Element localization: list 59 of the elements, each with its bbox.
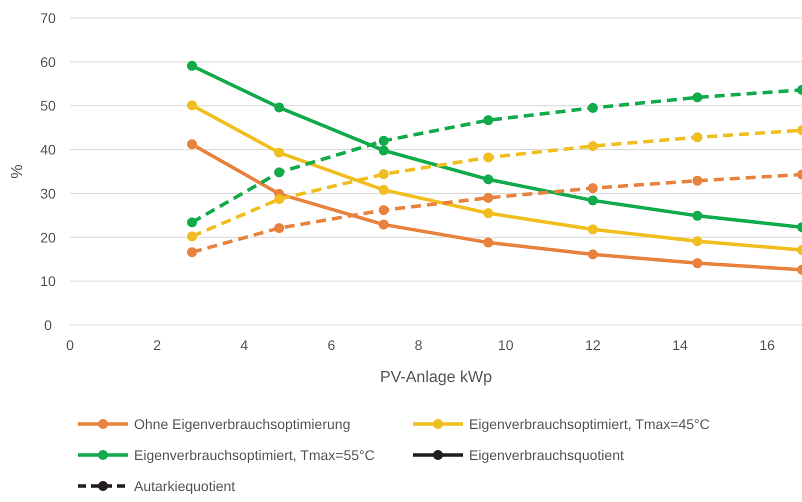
x-tick-label: 12 <box>585 337 601 353</box>
point <box>378 145 389 156</box>
legend-label: Eigenverbrauchsoptimiert, Tmax=45°C <box>469 416 710 432</box>
x-tick-label: 2 <box>153 337 162 353</box>
point <box>483 115 494 126</box>
point <box>692 210 702 221</box>
y-tick-label: 60 <box>40 54 56 70</box>
x-tick-label: 4 <box>240 337 248 353</box>
point <box>692 236 702 246</box>
x-tick-label: 14 <box>672 337 688 353</box>
y-axis-title: % <box>9 164 26 179</box>
point <box>187 100 197 110</box>
legend-label: Autarkiequotient <box>134 478 236 494</box>
point <box>187 231 197 242</box>
point <box>692 132 702 142</box>
y-tick-label: 40 <box>40 142 56 158</box>
legend-label: Ohne Eigenverbrauchsoptimierung <box>134 416 350 432</box>
x-tick-label: 0 <box>66 337 74 353</box>
y-tick-label: 50 <box>40 98 56 114</box>
point <box>588 141 598 152</box>
point <box>378 184 389 195</box>
point <box>588 249 598 260</box>
point <box>588 224 598 234</box>
point <box>588 183 598 194</box>
y-tick-label: 30 <box>40 185 56 202</box>
x-axis-title: PV-Anlage kWp <box>380 369 492 386</box>
y-tick-label: 10 <box>40 273 56 290</box>
x-tick-label: 6 <box>328 337 336 353</box>
legend-label: Eigenverbrauchsquotient <box>469 447 624 463</box>
y-tick-label: 0 <box>44 317 52 333</box>
point <box>692 258 702 268</box>
point <box>692 176 702 186</box>
x-tick-label: 8 <box>414 337 423 353</box>
x-tick-label: 16 <box>759 337 776 353</box>
y-tick-label: 70 <box>40 10 56 26</box>
point <box>483 192 494 203</box>
point <box>378 205 389 216</box>
point <box>692 92 702 102</box>
point <box>483 238 494 248</box>
point <box>274 148 284 158</box>
point <box>274 167 284 178</box>
point <box>187 217 197 228</box>
point <box>187 139 197 150</box>
point <box>274 194 284 204</box>
x-tick-label: 10 <box>498 337 514 353</box>
y-tick-label: 20 <box>40 229 56 246</box>
point <box>187 60 197 71</box>
point <box>483 208 494 218</box>
legend-label: Eigenverbrauchsoptimiert, Tmax=55°C <box>134 447 375 463</box>
point <box>483 174 494 184</box>
point <box>378 220 389 230</box>
point <box>588 195 598 206</box>
point <box>588 102 598 113</box>
point <box>378 169 389 180</box>
point <box>187 247 197 258</box>
point <box>274 223 284 234</box>
point <box>274 102 284 112</box>
point <box>483 152 494 162</box>
point <box>378 136 389 146</box>
